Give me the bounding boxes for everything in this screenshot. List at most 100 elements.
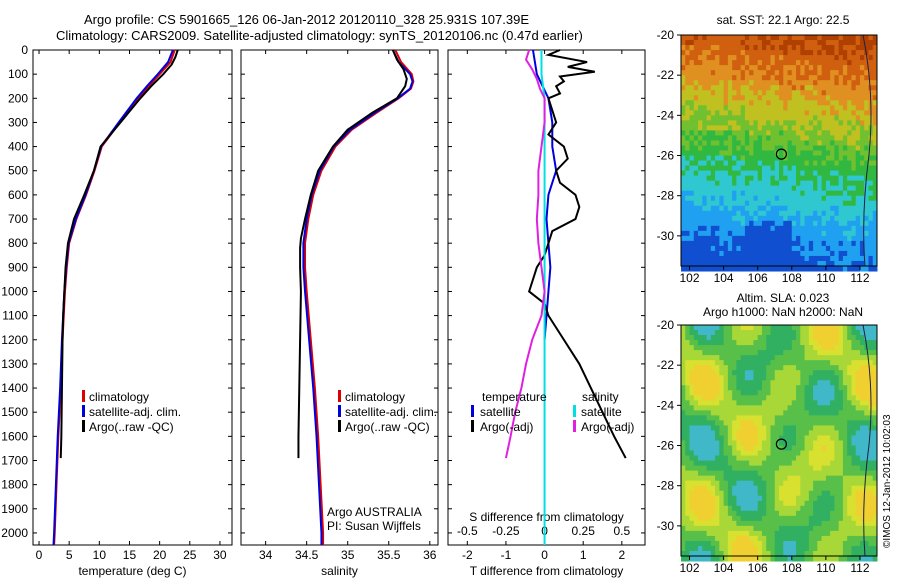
heatmap-cell [749, 525, 754, 532]
heatmap-cell [872, 195, 878, 202]
heatmap-cell [855, 380, 861, 386]
heatmap-cell [838, 215, 844, 222]
heatmap-cell [757, 110, 763, 116]
heatmap-cell [800, 535, 806, 542]
heatmap-cell [744, 410, 750, 416]
heatmap-cell [859, 145, 865, 151]
heatmap-cell [706, 360, 712, 366]
heatmap-cell [719, 220, 725, 227]
heatmap-cell [779, 375, 784, 381]
heatmap-cell [744, 495, 750, 502]
heatmap-cell [872, 500, 878, 507]
heatmap-cell [779, 110, 784, 116]
heatmap-cell [859, 230, 865, 237]
heatmap-cell [813, 420, 818, 426]
heatmap-cell [817, 185, 823, 192]
heatmap-cell [838, 385, 844, 391]
heatmap-cell [851, 435, 857, 441]
heatmap-cell [681, 205, 686, 212]
heatmap-cell [685, 45, 691, 51]
heatmap-cell [744, 525, 750, 532]
heatmap-cell [749, 550, 754, 557]
heatmap-cell [749, 190, 754, 197]
heatmap-cell [800, 215, 806, 222]
heatmap-cell [864, 355, 869, 361]
heatmap-cell [774, 60, 780, 66]
heatmap-cell [791, 365, 797, 371]
heatmap-cell [825, 125, 831, 131]
heatmap-cell [749, 510, 754, 517]
heatmap-cell [681, 390, 686, 396]
heatmap-cell [702, 230, 708, 237]
heatmap-cell [842, 385, 848, 391]
heatmap-cell [851, 390, 857, 396]
heatmap-cell [749, 260, 754, 267]
heatmap-cell [740, 445, 746, 452]
heatmap-cell [719, 345, 725, 351]
x2-axis-label: S difference from climatology [469, 510, 624, 524]
heatmap-cell [808, 40, 814, 46]
heatmap-cell [821, 120, 827, 126]
heatmap-cell [774, 465, 780, 472]
heatmap-cell [864, 425, 869, 431]
heatmap-cell [719, 500, 725, 507]
heatmap-cell [770, 150, 776, 157]
heatmap-cell [744, 395, 750, 401]
heatmap-cell [838, 325, 844, 331]
heatmap-cell [855, 266, 861, 272]
heatmap-cell [830, 195, 835, 202]
heatmap-cell [740, 505, 746, 512]
heatmap-cell [736, 190, 742, 197]
heatmap-cell [830, 345, 835, 351]
heatmap-cell [702, 355, 708, 361]
heatmap-cell [847, 390, 852, 396]
heatmap-cell [740, 556, 746, 562]
heatmap-cell [787, 45, 793, 51]
heatmap-cell [842, 240, 848, 247]
heatmap-cell [868, 40, 874, 46]
heatmap-cell [719, 375, 725, 381]
heatmap-cell [693, 60, 699, 66]
heatmap-cell [800, 195, 806, 202]
heatmap-cell [685, 160, 691, 167]
heatmap-cell [744, 465, 750, 472]
heatmap-cell [804, 410, 810, 416]
heatmap-cell [770, 380, 776, 386]
heatmap-cell [689, 460, 695, 467]
heatmap-cell [868, 145, 874, 151]
heatmap-cell [698, 225, 703, 232]
heatmap-cell [830, 556, 835, 562]
heatmap-cell [710, 435, 716, 441]
heatmap-cell [847, 45, 852, 51]
heatmap-cell [702, 450, 708, 457]
heatmap-cell [868, 185, 874, 192]
heatmap-cell [821, 505, 827, 512]
heatmap-cell [825, 60, 831, 66]
heatmap-cell [851, 140, 857, 146]
heatmap-cell [796, 360, 801, 366]
heatmap-cell [753, 550, 759, 557]
heatmap-cell [800, 55, 806, 61]
heatmap-cell [783, 340, 789, 346]
heatmap-cell [851, 240, 857, 247]
heatmap-cell [813, 465, 818, 472]
heatmap-cell [732, 365, 737, 371]
heatmap-cell [830, 445, 835, 452]
heatmap-cell [706, 240, 712, 247]
heatmap-cell [808, 50, 814, 56]
heatmap-cell [779, 225, 784, 232]
heatmap-cell [719, 510, 725, 517]
heatmap-cell [830, 425, 835, 431]
heatmap-cell [808, 490, 814, 497]
heatmap-cell [779, 520, 784, 527]
heatmap-cell [796, 160, 801, 167]
y-tick-label: -20 [657, 318, 675, 332]
heatmap-cell [800, 360, 806, 366]
heatmap-cell [825, 175, 831, 182]
heatmap-cell [766, 475, 771, 482]
heatmap-cell [715, 480, 720, 487]
heatmap-cell [842, 175, 848, 182]
heatmap-cell [723, 340, 729, 346]
y-tick-label: 1700 [1, 453, 28, 467]
heatmap-cell [834, 110, 840, 116]
